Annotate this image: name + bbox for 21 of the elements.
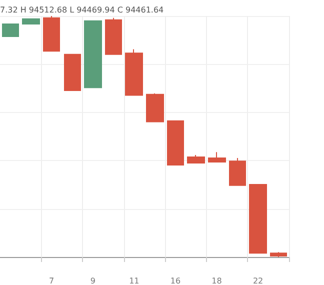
candlestick xyxy=(2,23,19,37)
candlestick xyxy=(229,157,246,186)
candlestick xyxy=(249,184,267,254)
x-tick-label: 9 xyxy=(90,276,96,285)
candlestick xyxy=(146,92,164,122)
text: 7.32 H 94512.68 L 94469.94 C 94461.64 xyxy=(0,6,164,14)
candlestick xyxy=(105,17,122,55)
candlestick xyxy=(22,18,40,24)
candlestick xyxy=(84,20,102,88)
candlestick xyxy=(270,252,287,257)
candlestick xyxy=(43,16,60,52)
candlestick xyxy=(64,54,81,91)
x-tick-label: 16 xyxy=(170,276,181,285)
x-tick-label: 18 xyxy=(212,276,222,285)
candlestick xyxy=(167,120,184,166)
x-tick-label: 22 xyxy=(252,276,264,285)
x-tick-label: 7 xyxy=(49,276,54,285)
x-tick-label: 11 xyxy=(129,276,140,285)
candlestick xyxy=(208,152,226,163)
candlestick xyxy=(187,154,205,164)
candlestick xyxy=(125,48,143,96)
